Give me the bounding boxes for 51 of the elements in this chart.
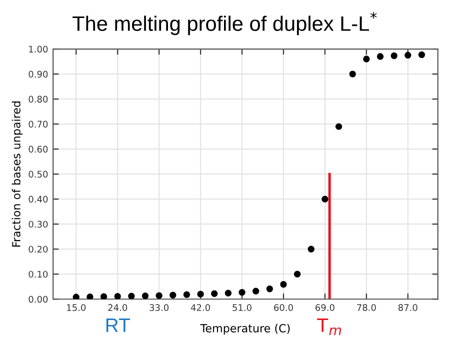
- x-tick-label: 15.0: [67, 304, 86, 311]
- point: [308, 246, 314, 252]
- y-axis-title: Fraction of bases unpaired: [12, 101, 23, 247]
- y-tick-label: 0.30: [28, 220, 48, 228]
- point: [294, 270, 301, 278]
- point: [170, 292, 176, 298]
- y-tick-label: 0.70: [28, 120, 48, 128]
- point: [252, 288, 260, 294]
- point: [238, 289, 246, 296]
- point: [390, 52, 398, 60]
- y-tick-label: 0.20: [28, 246, 48, 253]
- y-tick-label: 0.00: [28, 296, 48, 303]
- point: [349, 70, 356, 78]
- point: [183, 291, 190, 298]
- y-tick-label: 0.50: [28, 170, 48, 178]
- point: [211, 290, 218, 297]
- x-tick-label: 51.0: [232, 304, 252, 311]
- point: [197, 290, 204, 298]
- point: [363, 56, 370, 62]
- x-tick-label: 60.0: [274, 304, 293, 311]
- x-tick-label: 42.0: [190, 304, 210, 311]
- x-tick-label: 24.0: [108, 304, 128, 311]
- point: [156, 292, 162, 299]
- point: [266, 286, 273, 292]
- point: [224, 290, 232, 296]
- x-tick-label: 33.0: [150, 304, 169, 311]
- x-tick-label: 78.0: [357, 304, 376, 311]
- y-tick-label: 0.10: [28, 270, 48, 278]
- series-label: T$_{m}$: [317, 318, 342, 336]
- point: [114, 293, 121, 300]
- point: [376, 53, 384, 60]
- point: [142, 292, 149, 300]
- point: [100, 293, 108, 300]
- point: [322, 196, 328, 202]
- y-tick-label: 1.00: [29, 46, 48, 53]
- point: [335, 123, 342, 130]
- y-tick-label: 0.90: [28, 70, 48, 78]
- x-tick-label: 69.0: [316, 304, 334, 311]
- annotation: RT: [106, 318, 130, 332]
- point: [86, 294, 94, 300]
- point: [404, 52, 412, 59]
- point: [128, 292, 135, 300]
- chart-title: The melting profile of duplex L-L$^{*}$: [72, 12, 377, 36]
- point: [72, 294, 80, 300]
- point: [418, 51, 426, 58]
- y-tick-label: 0.80: [28, 96, 48, 103]
- y-tick-label: 0.40: [28, 196, 48, 203]
- x-axis-title: Temperature (C): [200, 324, 290, 335]
- y-tick-label: 0.60: [28, 146, 48, 153]
- point: [280, 281, 287, 288]
- x-tick-label: 87.0: [398, 304, 418, 311]
